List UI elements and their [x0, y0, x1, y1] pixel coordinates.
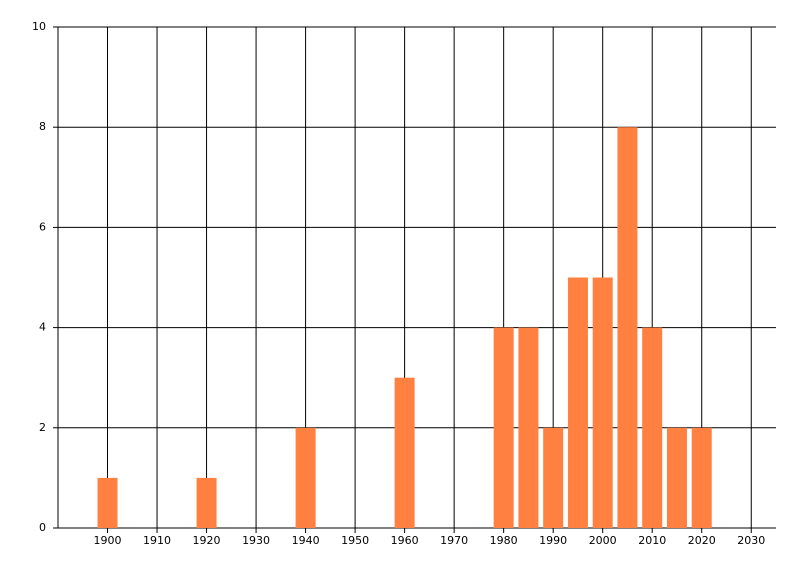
x-tick-label: 2030 [737, 534, 765, 547]
bar [394, 377, 415, 528]
x-tick-label: 1900 [94, 534, 122, 547]
x-tick-label: 1930 [242, 534, 270, 547]
y-tick-label: 0 [39, 521, 46, 534]
x-tick-label: 1960 [391, 534, 419, 547]
bar [642, 327, 663, 528]
y-tick-label: 2 [39, 421, 46, 434]
y-tick-label: 10 [32, 20, 46, 33]
y-tick-label: 4 [39, 321, 46, 334]
bar [196, 477, 217, 528]
bar [295, 427, 316, 528]
x-tick-label: 1940 [292, 534, 320, 547]
x-tick-label: 1950 [341, 534, 369, 547]
bar [691, 427, 712, 528]
x-tick-label: 1920 [193, 534, 221, 547]
bar [543, 427, 564, 528]
bar [493, 327, 514, 528]
x-tick-label: 1980 [490, 534, 518, 547]
bar [666, 427, 687, 528]
bar [617, 127, 638, 528]
y-tick-label: 6 [39, 220, 46, 233]
x-tick-label: 1910 [143, 534, 171, 547]
bar [518, 327, 539, 528]
x-tick-label: 1970 [440, 534, 468, 547]
bar [592, 277, 613, 528]
x-tick-label: 2020 [688, 534, 716, 547]
bar [567, 277, 588, 528]
x-tick-label: 2010 [638, 534, 666, 547]
x-tick-label: 2000 [589, 534, 617, 547]
y-tick-label: 8 [39, 120, 46, 133]
bar [97, 477, 118, 528]
x-tick-label: 1990 [539, 534, 567, 547]
